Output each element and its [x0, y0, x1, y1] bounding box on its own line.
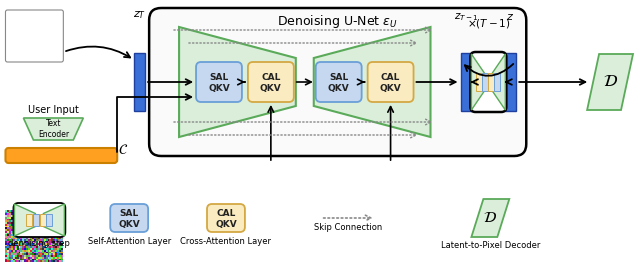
Bar — [40, 214, 46, 226]
Polygon shape — [179, 27, 296, 137]
FancyBboxPatch shape — [149, 8, 526, 156]
FancyBboxPatch shape — [316, 62, 362, 102]
FancyBboxPatch shape — [6, 148, 117, 163]
Text: $\times(T-1)$: $\times(T-1)$ — [467, 17, 510, 30]
Text: QKV: QKV — [208, 84, 230, 92]
Bar — [461, 53, 472, 111]
Bar — [494, 73, 500, 91]
Polygon shape — [44, 204, 65, 236]
Text: $z_{T-1}$: $z_{T-1}$ — [454, 11, 479, 23]
Bar — [46, 214, 52, 226]
FancyBboxPatch shape — [196, 62, 242, 102]
Bar — [33, 214, 39, 226]
Bar — [134, 53, 145, 111]
Polygon shape — [472, 54, 484, 110]
Bar — [476, 73, 483, 91]
Polygon shape — [472, 199, 509, 237]
Text: $\mathcal{C}$: $\mathcal{C}$ — [118, 143, 128, 157]
Polygon shape — [492, 54, 506, 110]
Text: Text
Encoder: Text Encoder — [38, 119, 69, 139]
Text: $\mathcal{D}$: $\mathcal{D}$ — [483, 211, 497, 225]
FancyBboxPatch shape — [470, 52, 506, 112]
Text: CAL: CAL — [261, 73, 280, 82]
Bar — [483, 73, 488, 91]
Text: QKV: QKV — [215, 220, 237, 228]
Polygon shape — [587, 54, 633, 110]
Text: CAL: CAL — [216, 209, 236, 218]
Text: SAL: SAL — [209, 73, 228, 82]
Text: QKV: QKV — [118, 220, 140, 228]
Text: Denoising U-Net $\epsilon_U$: Denoising U-Net $\epsilon_U$ — [277, 13, 398, 29]
Text: Skip Connection: Skip Connection — [314, 224, 382, 233]
Polygon shape — [15, 204, 35, 236]
Text: Self-Attention Layer: Self-Attention Layer — [88, 237, 171, 246]
FancyBboxPatch shape — [13, 203, 65, 237]
Bar — [26, 214, 33, 226]
Text: QKV: QKV — [260, 84, 282, 92]
Text: SAL: SAL — [329, 73, 348, 82]
Text: Latent-to-Pixel Decoder: Latent-to-Pixel Decoder — [441, 242, 540, 251]
Polygon shape — [314, 27, 431, 137]
Text: Cross-Attention Layer: Cross-Attention Layer — [180, 237, 271, 246]
Text: $\mathcal{D}$: $\mathcal{D}$ — [602, 73, 618, 91]
Text: $z_T$: $z_T$ — [132, 9, 146, 21]
Text: CAL: CAL — [381, 73, 400, 82]
Text: User Input: User Input — [28, 105, 79, 115]
Text: QKV: QKV — [380, 84, 401, 92]
Polygon shape — [24, 118, 83, 140]
FancyBboxPatch shape — [110, 204, 148, 232]
Bar — [488, 73, 494, 91]
Text: SAL: SAL — [120, 209, 139, 218]
Text: $z$: $z$ — [506, 12, 515, 22]
FancyBboxPatch shape — [248, 62, 294, 102]
FancyBboxPatch shape — [367, 62, 413, 102]
Bar — [505, 53, 516, 111]
Text: denoising step: denoising step — [8, 240, 70, 249]
Text: QKV: QKV — [328, 84, 349, 92]
FancyBboxPatch shape — [207, 204, 245, 232]
